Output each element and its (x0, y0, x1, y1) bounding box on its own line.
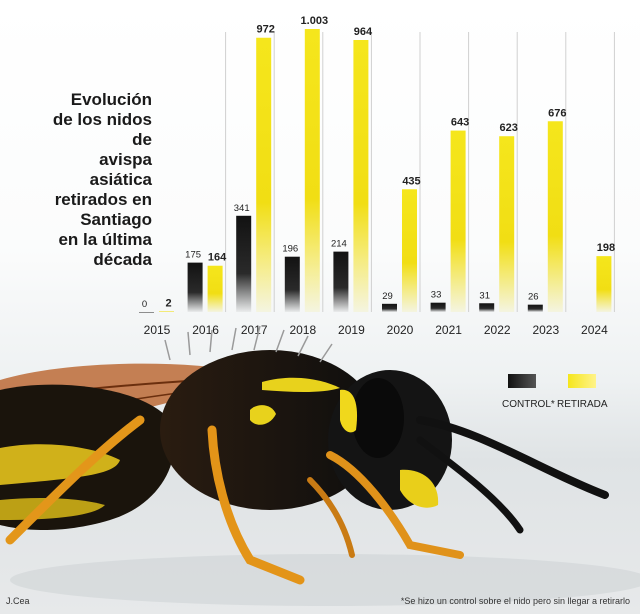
bar-retirada (159, 311, 174, 312)
legend-swatch-retirada (568, 374, 596, 388)
column-separators (225, 32, 615, 312)
x-tick-label: 2019 (338, 323, 365, 337)
x-tick-label: 2018 (289, 323, 316, 337)
value-label-control: 214 (331, 239, 347, 250)
value-label-control: 31 (479, 290, 490, 301)
legend-swatch-control (508, 374, 536, 388)
wasp-illustration (0, 325, 640, 606)
wasp-thorax-marking (262, 377, 340, 392)
wasp-face-marking (400, 469, 439, 508)
value-labels: 0 2 175 164 341 972 196 1.003 214 964 29 435 33 643 31… (142, 15, 615, 310)
wasp-leg (5, 415, 145, 545)
wasp-leg (207, 425, 305, 585)
wasp-antenna (416, 436, 524, 534)
wasp-abdomen-stripe (0, 497, 105, 520)
value-label-retirada: 435 (402, 175, 420, 187)
bar-control (382, 303, 397, 312)
title-line: Evolución (70, 90, 152, 109)
wasp-shadow (10, 554, 640, 606)
value-label-retirada: 198 (597, 242, 615, 254)
bar-control (284, 256, 300, 312)
value-label-control: 26 (528, 292, 539, 303)
wasp-antenna (416, 416, 609, 499)
value-label-retirada: 2 (165, 297, 171, 309)
value-label-retirada: 1.003 (301, 15, 329, 27)
title-line: retirados en (54, 190, 152, 209)
bar-control (430, 302, 446, 312)
x-tick-label: 2024 (581, 323, 608, 337)
bar-retirada (596, 256, 612, 312)
bars-group (139, 29, 612, 313)
bar-control (187, 262, 203, 312)
wasp-leg (307, 477, 355, 558)
legend-label-control: CONTROL* (502, 399, 555, 410)
value-label-retirada: 623 (500, 122, 518, 134)
x-tick-label: 2020 (387, 323, 414, 337)
bar-retirada (547, 121, 563, 312)
value-label-control: 175 (185, 250, 201, 261)
chart-title: Evolución de los nidos de avispa asiátic… (40, 90, 152, 270)
value-label-control: 29 (382, 291, 393, 302)
wasp-hair (164, 325, 333, 363)
wasp-abdomen-stripe (0, 444, 120, 485)
bar-control (139, 312, 154, 313)
bar-retirada (304, 29, 320, 312)
bar-control (236, 215, 252, 312)
bar-retirada (499, 136, 515, 312)
bar-control (333, 251, 349, 312)
wasp-face-marking (340, 389, 358, 433)
x-tick-label: 2015 (144, 323, 171, 337)
wasp-leg (326, 451, 464, 559)
value-label-retirada: 643 (451, 117, 469, 129)
bar-retirada (207, 265, 223, 312)
x-tick-labels: 2015 2016 2017 2018 2019 2020 2021 2022 2023 2024 (144, 323, 608, 337)
title-line: de los nidos de (52, 110, 152, 149)
wasp-thorax-marking (250, 405, 276, 425)
x-tick-label: 2017 (241, 323, 268, 337)
bar-retirada (450, 130, 466, 312)
value-label-retirada: 676 (548, 107, 566, 119)
wasp-eye (352, 378, 404, 458)
legend-label-retirada: RETIRADA (557, 399, 608, 410)
x-tick-label: 2016 (192, 323, 219, 337)
value-label-control: 0 (142, 299, 147, 310)
x-tick-label: 2023 (532, 323, 559, 337)
value-label-control: 341 (234, 203, 250, 214)
value-label-control: 196 (282, 244, 298, 255)
x-tick-label: 2022 (484, 323, 511, 337)
bar-retirada (353, 40, 369, 312)
title-line: avispa asiática (89, 150, 152, 189)
bar-retirada (256, 37, 272, 312)
value-label-retirada: 972 (257, 24, 275, 36)
title-line: Santiago (80, 210, 152, 229)
value-label-control: 33 (431, 290, 442, 301)
bar-retirada (402, 189, 417, 312)
author-credit: J.Cea (6, 596, 30, 606)
bar-control (527, 304, 543, 312)
value-label-retirada: 964 (354, 26, 373, 38)
bar-control (479, 303, 495, 312)
title-line: década (93, 250, 152, 269)
x-tick-label: 2021 (435, 323, 462, 337)
value-label-retirada: 164 (208, 252, 227, 264)
title-line: en la última (58, 230, 152, 249)
footnote: *Se hizo un control sobre el nido pero s… (400, 596, 630, 606)
